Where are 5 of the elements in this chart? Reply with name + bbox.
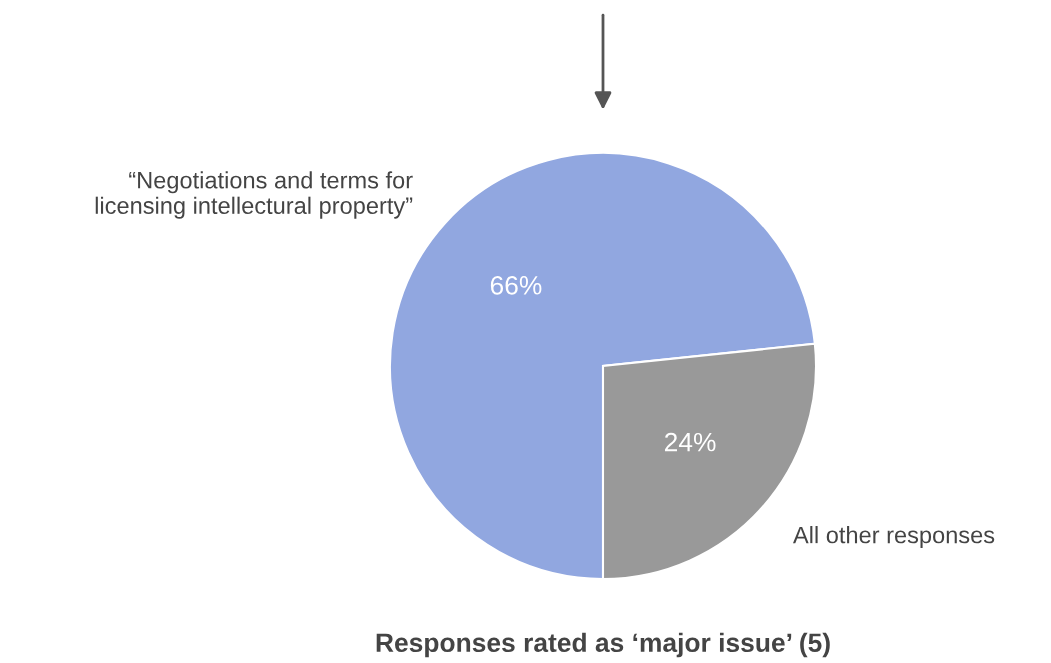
data-label: 66% [490, 276, 542, 295]
data-label: 24% [664, 432, 716, 452]
slice-label: All other responses [793, 526, 995, 549]
slice-label: “Negotiations and terms for licensing intellectural property” [95, 171, 413, 219]
text: Responses rated as ‘major issue’ (5) [376, 632, 830, 658]
